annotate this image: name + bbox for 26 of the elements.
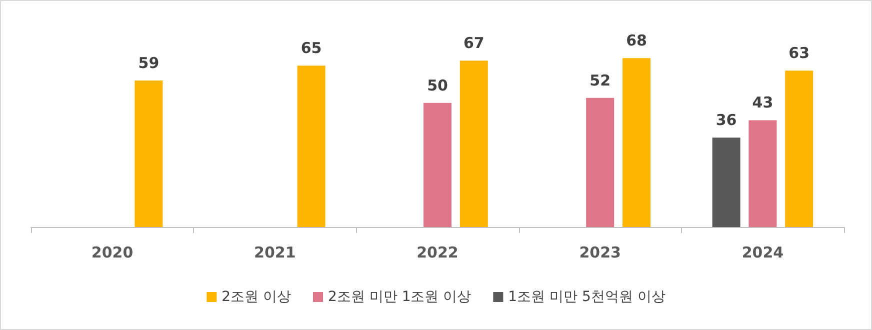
data-label: 63 — [788, 44, 810, 62]
data-label: 65 — [300, 39, 322, 58]
legend-label: 2조원 미만 1조원 이상 — [328, 289, 472, 305]
data-label: 67 — [463, 34, 484, 52]
bar — [297, 66, 326, 227]
bar — [424, 102, 452, 227]
data-label: 52 — [590, 71, 611, 90]
bar — [134, 80, 163, 227]
x-tick-label: 2023 — [579, 244, 621, 262]
bar — [622, 58, 650, 227]
bar — [460, 60, 488, 227]
x-tick-label: 2024 — [742, 244, 784, 262]
data-label: 59 — [138, 54, 160, 72]
data-label: 50 — [427, 76, 448, 94]
data-label: 36 — [716, 111, 737, 130]
x-tick-label: 2022 — [416, 244, 458, 262]
legend-label: 1조원 미만 5천억원 이상 — [508, 289, 666, 305]
data-label: 43 — [752, 94, 774, 112]
x-tick-label: 2021 — [254, 244, 296, 262]
data-label: 68 — [626, 32, 647, 50]
bar — [712, 138, 740, 227]
legend-label: 2조원 이상 — [222, 289, 292, 305]
x-tick-label: 2020 — [91, 244, 134, 262]
bar — [785, 70, 814, 227]
bar — [748, 120, 777, 227]
bar — [586, 98, 614, 227]
